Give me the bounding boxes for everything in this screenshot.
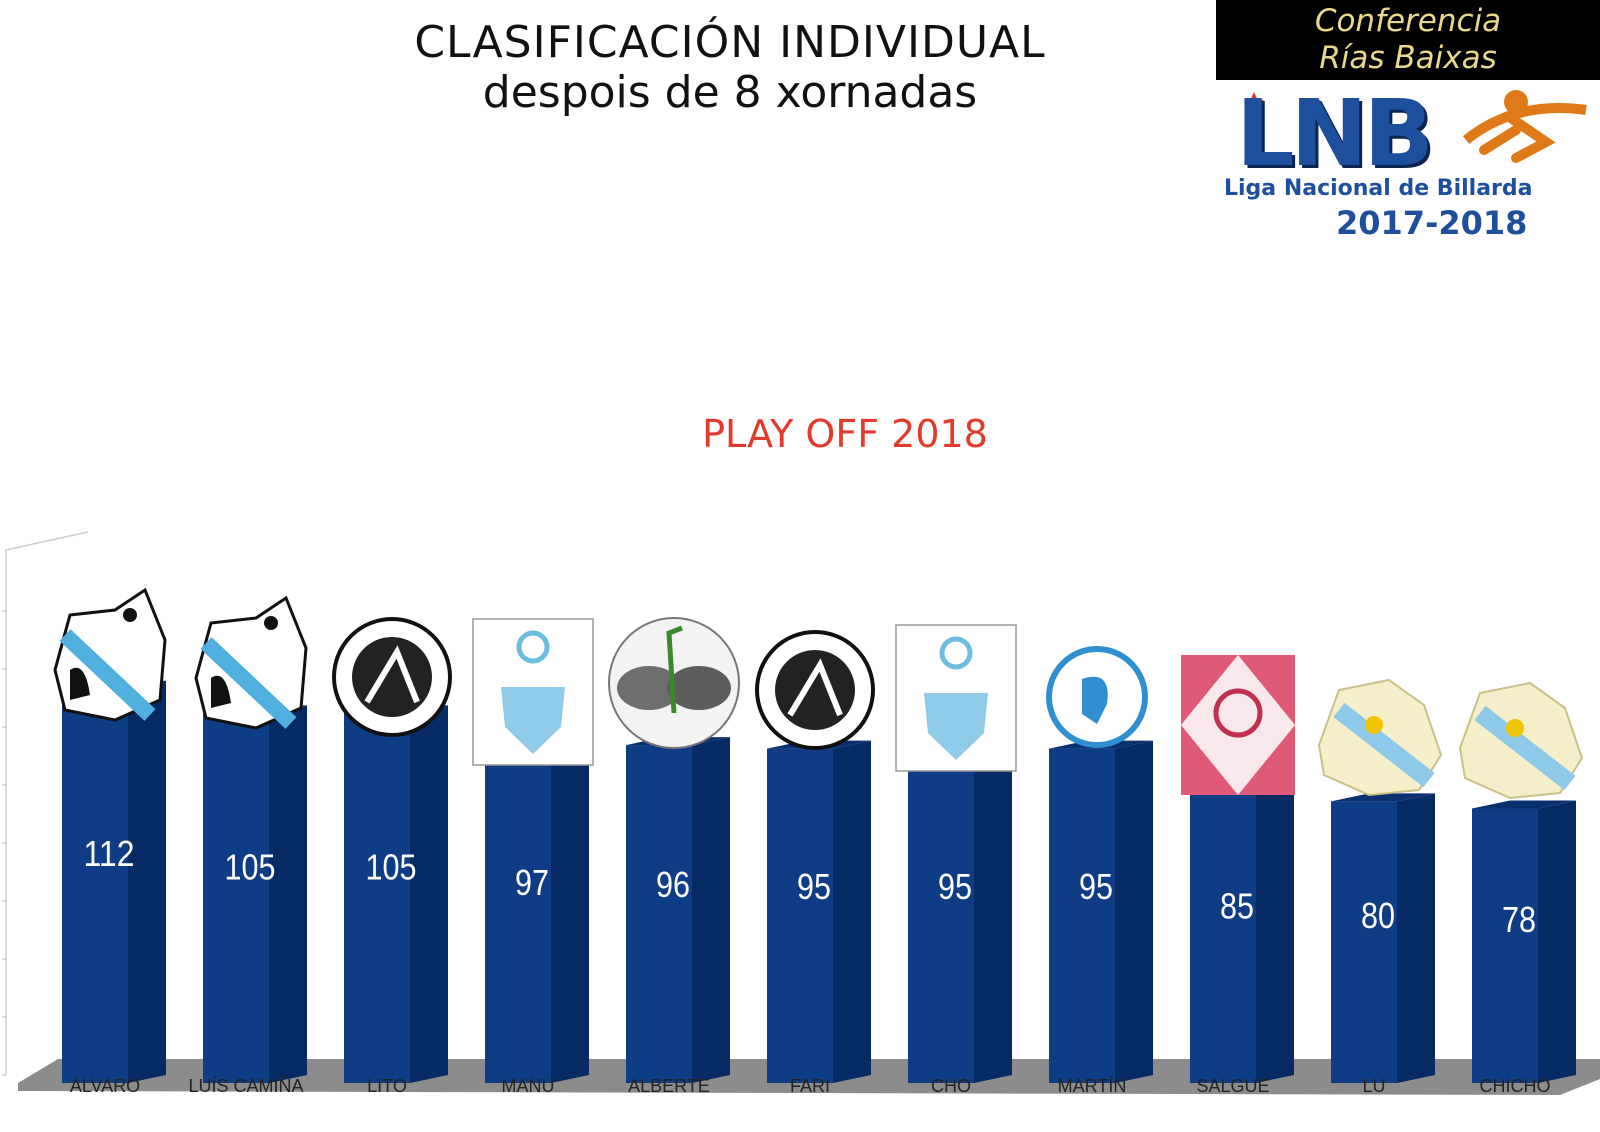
data-label: 97 [515,862,549,903]
data-label: 85 [1220,885,1254,926]
lnb-wordmark: LNB [1236,80,1434,187]
bar-side [128,680,166,1083]
club-logo-corredoiras-icon [332,617,452,737]
bar-1 [203,705,307,1083]
category-label: LU [1362,1076,1385,1096]
bar-chart: 112 ÁLVARO 105 LUÍS CAMIÑA 105 LITO 97 MANU 96 AL… [2,531,1600,1096]
club-logo-laxe-de-rons-icon [1046,646,1148,748]
club-logo-marin-icon [53,587,167,722]
bar-front [1049,748,1115,1083]
club-logo-lua-e-forza-icon [1458,681,1584,800]
bar-side [1538,800,1576,1083]
data-label: 96 [656,864,690,905]
data-label: 95 [938,866,972,907]
bar-front [1190,783,1256,1083]
bar-8 [1190,775,1294,1083]
bar-front [344,713,410,1083]
season-label: 2017-2018 [1336,204,1528,242]
bar-6 [908,740,1012,1083]
chart-title: CLASIFICACIÓN INDIVIDUAL despois de 8 xo… [330,18,1130,118]
title-line-1: CLASIFICACIÓN INDIVIDUAL [414,17,1046,68]
category-label: LITO [367,1076,407,1096]
bar-2 [344,705,448,1083]
club-logo-lua-e-forza-icon [1317,678,1443,797]
data-label: 95 [1079,866,1113,907]
club-logo-armadina-icon [472,618,594,766]
bar-side [692,737,730,1083]
bar-front [62,688,128,1083]
club-logo-corredoiras-icon [755,630,875,750]
bar-side [833,740,871,1083]
bar-side [1256,775,1294,1083]
data-label: 95 [797,866,831,907]
bar-5 [767,740,871,1083]
data-label: 105 [225,847,276,888]
bar-10 [1472,800,1576,1083]
category-label: ALBERTE [628,1076,710,1096]
category-label: FARI [790,1076,830,1096]
title-line-2: despois de 8 xornadas [482,67,978,118]
playoff-subtitle: PLAY OFF 2018 [702,412,988,456]
bar-front [1331,801,1397,1083]
data-label: 105 [366,847,417,888]
bar-7 [1049,740,1153,1083]
club-logo-valpacos-icon [1181,655,1295,795]
category-label: LUÍS CAMIÑA [188,1075,303,1096]
bar-front [485,741,551,1083]
data-label: 112 [84,833,135,874]
bar-4 [626,737,730,1083]
bar-front [908,748,974,1083]
lnb-logo: LNB Liga Nacional de Billarda 2017-2018 [1216,80,1600,250]
data-label: 78 [1502,899,1536,940]
bar-side [1115,740,1153,1083]
bar-9 [1331,793,1435,1083]
lnb-runner-icon [1244,90,1587,163]
category-label: MANU [502,1076,555,1096]
category-label: SALGUE [1196,1076,1269,1096]
club-logo-ncb-pontevedra-icon [608,617,740,749]
category-label: ÁLVARO [70,1076,140,1096]
bar-top [1331,793,1435,802]
bar-side [1397,793,1435,1083]
conference-badge: Conferencia Rías Baixas [1216,0,1600,80]
league-name: Liga Nacional de Billarda [1224,176,1533,201]
bar-front [1472,808,1538,1083]
data-label: 80 [1361,895,1395,936]
conference-line-2: Rías Baixas [1319,40,1497,76]
bar-0 [62,680,166,1083]
category-label: CHICHO [1480,1076,1551,1096]
bar-top [1472,800,1576,809]
category-label: CHO [931,1076,971,1096]
bar-side [410,705,448,1083]
axis-wall [5,531,89,1075]
bar-front [767,748,833,1083]
club-logo-marin-icon [194,595,308,730]
club-logo-armadina-icon [895,624,1017,772]
conference-line-1: Conferencia [1314,3,1502,39]
bar-3 [485,733,589,1083]
bar-side [269,705,307,1083]
category-label: MARTÍN [1058,1076,1127,1096]
bar-side [974,740,1012,1083]
bar-front [203,713,269,1083]
bar-front [626,745,692,1083]
bar-side [551,733,589,1083]
